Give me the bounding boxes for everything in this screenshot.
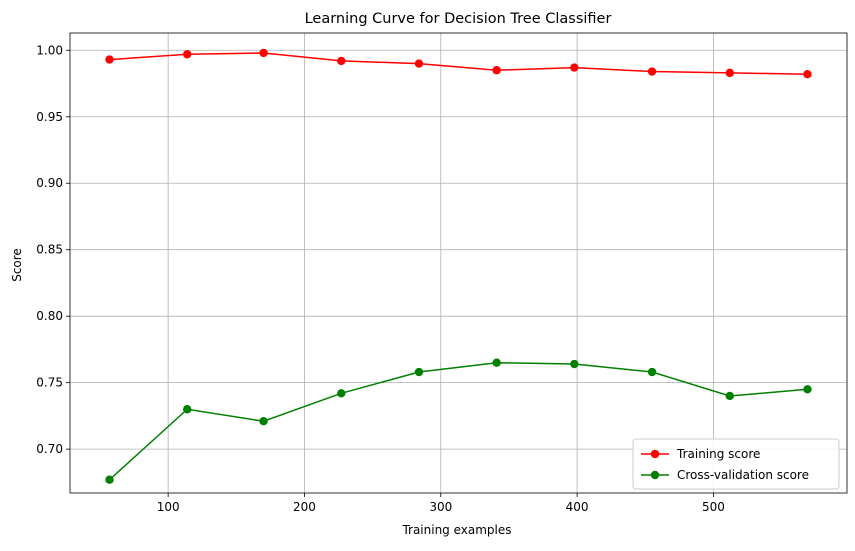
- data-point-cross-validation-score: [803, 385, 812, 394]
- legend-marker: [650, 449, 660, 459]
- y-tick-label: 1.00: [36, 43, 63, 57]
- legend: Training score Cross-validation score: [632, 438, 840, 490]
- y-tick-label: 0.85: [36, 243, 63, 257]
- y-tick-label: 0.90: [36, 176, 63, 190]
- data-point-cross-validation-score: [259, 417, 268, 426]
- legend-label: Cross-validation score: [677, 468, 809, 482]
- data-point-training-score: [183, 50, 192, 59]
- grid-layer: [70, 33, 847, 493]
- legend-label: Training score: [676, 447, 760, 461]
- data-point-cross-validation-score: [570, 359, 579, 369]
- tick-layer: 100 200 300 400 500 0.70 0.75 0.80 0.85 0.90 0.95 1…: [36, 43, 725, 514]
- x-tick-label: 100: [157, 500, 180, 514]
- data-point-training-score: [492, 66, 501, 75]
- y-axis-label: Score: [10, 248, 24, 282]
- data-point-cross-validation-score: [725, 391, 734, 401]
- data-point-cross-validation-score: [183, 405, 192, 414]
- x-tick-label: 500: [702, 500, 725, 514]
- x-axis-label: Training examples: [401, 523, 511, 537]
- chart-title: Learning Curve for Decision Tree Classif…: [305, 11, 612, 27]
- data-point-training-score: [570, 63, 579, 72]
- data-point-cross-validation-score: [414, 367, 424, 377]
- data-point-training-score: [337, 56, 346, 66]
- data-point-training-score: [647, 67, 657, 76]
- x-tick-label: 300: [429, 500, 452, 514]
- plot-frame: [69, 32, 848, 494]
- data-point-training-score: [803, 70, 812, 79]
- series-cross-validation-score: [105, 358, 812, 484]
- data-point-cross-validation-score: [105, 475, 114, 484]
- legend-item-training-score: Training score: [641, 447, 760, 461]
- data-point-training-score: [725, 68, 734, 78]
- series-layer: [105, 48, 812, 484]
- data-point-cross-validation-score: [337, 389, 346, 398]
- legend-marker: [650, 470, 660, 480]
- series-line-cross-validation-score: [109, 361, 808, 481]
- data-point-training-score: [259, 48, 268, 58]
- y-tick-label: 0.70: [36, 442, 63, 456]
- y-tick-label: 0.75: [36, 376, 63, 390]
- data-point-cross-validation-score: [647, 367, 657, 377]
- y-tick-label: 0.80: [36, 309, 63, 323]
- series-line-training-score: [109, 52, 808, 75]
- x-tick-label: 400: [566, 500, 589, 514]
- legend-item-cross-validation-score: Cross-validation score: [641, 468, 809, 482]
- data-point-cross-validation-score: [492, 358, 501, 367]
- series-training-score: [105, 48, 812, 79]
- legend-box: [632, 438, 840, 490]
- data-point-training-score: [414, 59, 424, 68]
- y-tick-label: 0.95: [36, 110, 63, 124]
- x-tick-label: 200: [293, 500, 316, 514]
- data-point-training-score: [105, 55, 114, 64]
